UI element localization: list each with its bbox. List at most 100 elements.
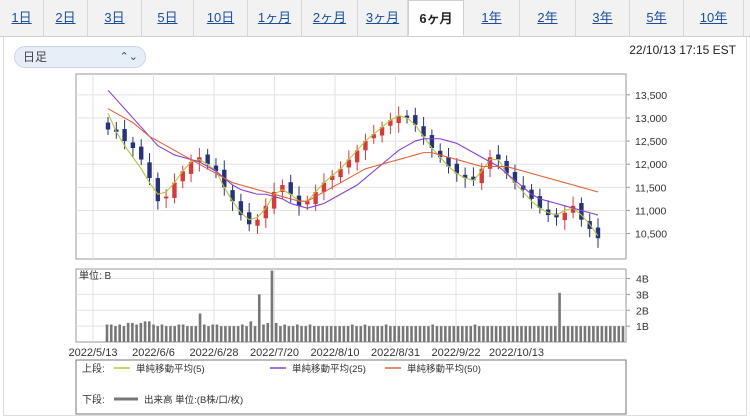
volume-bar-4 — [122, 326, 126, 342]
x-tick-label-7: 2022/10/13 — [489, 347, 544, 359]
candle-body-36 — [404, 115, 410, 118]
volume-bar-108 — [562, 326, 566, 342]
volume-bar-114 — [587, 326, 591, 342]
candle-body-57 — [579, 203, 584, 220]
volume-bar-82 — [452, 326, 456, 342]
vol-tick-label-2: 2B — [636, 305, 649, 317]
vol-tick-label-0: 4B — [636, 274, 649, 286]
legend-lower-label: 下段: — [82, 393, 105, 406]
tab-3[interactable]: 3日 — [88, 0, 142, 36]
tab-5[interactable]: 10日 — [194, 0, 248, 36]
volume-bar-91 — [490, 326, 494, 342]
volume-bar-86 — [469, 326, 473, 342]
tab-1[interactable]: 1日 — [0, 0, 44, 36]
y-tick-label-1: 13,000 — [635, 113, 667, 125]
candle-body-28 — [338, 168, 343, 178]
tab-2[interactable]: 2日 — [44, 0, 88, 36]
vol-tick-label-1: 3B — [636, 289, 649, 301]
tab-4[interactable]: 5日 — [142, 0, 194, 36]
volume-bar-7 — [135, 324, 138, 342]
candle-body-19 — [263, 205, 268, 219]
volume-bar-90 — [486, 326, 489, 342]
volume-bar-93 — [499, 326, 502, 342]
legend-volume-label: 出来高 単位:(B株/口/枚) — [144, 394, 243, 406]
tab-10[interactable]: 1年 — [464, 0, 520, 36]
candle-body-5 — [147, 162, 152, 179]
y-tick-label-4: 11,500 — [635, 182, 666, 194]
candle-body-52 — [537, 196, 543, 209]
volume-bar-68 — [393, 326, 396, 342]
volume-bar-117 — [600, 326, 604, 342]
volume-bar-19 — [186, 326, 189, 342]
volume-bar-51 — [321, 326, 325, 342]
volume-bar-119 — [609, 326, 612, 342]
x-tick-label-2: 2022/6/28 — [190, 347, 239, 359]
volume-bar-39 — [270, 270, 274, 342]
candle-body-8 — [172, 182, 177, 198]
volume-bar-64 — [376, 326, 379, 342]
candle-body-45 — [479, 168, 484, 184]
candle-body-59 — [595, 227, 601, 239]
candle-body-26 — [321, 182, 327, 192]
volume-bar-44 — [291, 326, 295, 342]
legend-item-1: 単純移動平均(5) — [136, 363, 205, 375]
candle-body-20 — [271, 191, 277, 209]
candle-body-49 — [512, 172, 518, 183]
candle-body-6 — [155, 178, 161, 202]
period-select-value: 日足 — [23, 50, 48, 64]
volume-bar-53 — [329, 326, 333, 342]
volume-bar-92 — [494, 326, 498, 342]
candle-body-21 — [280, 185, 285, 192]
volume-bar-23 — [202, 324, 206, 342]
candle-body-13 — [213, 165, 219, 172]
volume-bar-95 — [507, 326, 511, 342]
legend-upper-label: 上段: — [82, 362, 105, 375]
volume-bar-109 — [566, 326, 570, 342]
period-select[interactable]: 日足 ⌃⌄ — [14, 46, 146, 68]
candle-body-38 — [421, 126, 426, 137]
volume-bar-99 — [524, 326, 528, 342]
volume-bar-77 — [431, 324, 434, 342]
volume-bar-47 — [304, 326, 308, 342]
candle-body-46 — [487, 157, 493, 169]
candle-body-55 — [562, 212, 567, 221]
volume-bar-73 — [414, 326, 418, 342]
candle-body-12 — [205, 154, 210, 165]
volume-bar-18 — [181, 324, 185, 342]
volume-bar-98 — [520, 326, 523, 342]
volume-bar-103 — [541, 326, 544, 342]
tab-8[interactable]: 3ヶ月 — [358, 0, 408, 36]
volume-bar-55 — [338, 326, 341, 342]
volume-bar-49 — [312, 326, 316, 342]
x-tick-label-5: 2022/8/31 — [371, 347, 420, 359]
candle-body-43 — [462, 174, 468, 179]
volume-bar-66 — [384, 324, 388, 342]
volume-bar-27 — [219, 326, 223, 342]
tab-6[interactable]: 1ヶ月 — [248, 0, 302, 36]
tab-14[interactable]: 10年 — [684, 0, 744, 36]
volume-bar-14 — [164, 326, 168, 342]
tab-11[interactable]: 2年 — [520, 0, 576, 36]
volume-bar-0 — [105, 324, 109, 342]
volume-bar-5 — [126, 322, 130, 342]
tab-13[interactable]: 5年 — [630, 0, 684, 36]
volume-bar-101 — [532, 326, 536, 342]
candle-body-39 — [429, 135, 435, 148]
candle-body-34 — [388, 120, 393, 126]
candle-body-32 — [371, 134, 376, 139]
volume-bar-16 — [173, 326, 176, 342]
tab-12[interactable]: 3年 — [576, 0, 630, 36]
candle-body-56 — [570, 205, 576, 213]
volume-bar-22 — [198, 313, 202, 342]
volume-bar-116 — [596, 326, 599, 342]
volume-bar-48 — [308, 324, 312, 342]
chevron-updown-icon: ⌃⌄ — [119, 51, 138, 63]
candle-body-47 — [496, 154, 501, 160]
volume-bar-54 — [334, 326, 337, 342]
tab-7[interactable]: 2ヶ月 — [302, 0, 358, 36]
candle-body-42 — [454, 163, 460, 174]
volume-bar-45 — [296, 324, 299, 342]
volume-bar-69 — [397, 326, 401, 342]
tab-9[interactable]: 6ヶ月 — [408, 0, 464, 36]
